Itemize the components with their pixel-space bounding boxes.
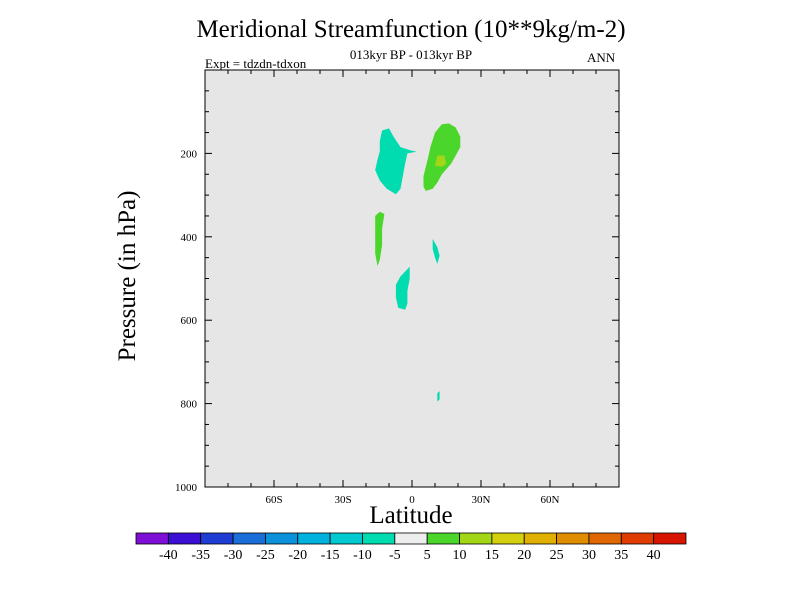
x-tick-label: 30S (334, 494, 351, 506)
y-tick-label: 200 (181, 148, 198, 160)
colorbar-label: 35 (614, 548, 628, 563)
y-tick-label: 400 (181, 232, 198, 244)
x-tick-label: 60N (541, 494, 560, 506)
colorbar-box (232, 532, 266, 545)
colorbar-box (167, 532, 202, 545)
colorbar-box (653, 532, 687, 545)
colorbar-box (297, 532, 331, 545)
colorbar-label: 5 (424, 548, 431, 563)
season-label: ANN (587, 50, 616, 65)
colorbar-box (135, 532, 169, 545)
chart-subtitle: 013kyr BP - 013kyr BP (349, 47, 473, 62)
contour-equatorial-mid-cell (432, 238, 440, 264)
x-tick-label: 30N (472, 494, 491, 506)
colorbar-label: -10 (353, 548, 372, 563)
colorbar-label: 30 (582, 548, 596, 563)
colorbar-label: -25 (256, 548, 275, 563)
colorbar-box (426, 532, 460, 545)
colorbar-label: -15 (321, 548, 340, 563)
y-tick-label: 800 (181, 399, 198, 411)
colorbar-box (523, 532, 557, 545)
colorbar-label: -35 (191, 548, 210, 563)
x-axis-label: Latitude (369, 502, 453, 529)
colorbar: -40 -35 -30 -25 -20 -15 -10 -5 5 10 15 20 25 30 35 40 (135, 532, 687, 563)
colorbar-box (491, 532, 525, 545)
colorbar-box (459, 532, 493, 545)
contour-northern-upper-core (435, 155, 447, 167)
colorbar-box (200, 532, 234, 545)
axis-ticks: 60S 30S 0 30N 60N 200 400 600 800 1000 (175, 70, 619, 506)
colorbar-box (620, 532, 655, 545)
contour-near-surface-cell (437, 391, 440, 402)
colorbar-box (362, 532, 396, 545)
colorbar-box (556, 532, 590, 545)
contour-southern-upper-cell (375, 128, 417, 195)
colorbar-label: -30 (224, 548, 243, 563)
y-tick-label: 1000 (175, 482, 198, 494)
colorbar-box (588, 532, 622, 545)
colorbar-label: 40 (647, 548, 661, 563)
colorbar-box (394, 532, 428, 545)
colorbar-label: 10 (453, 548, 467, 563)
colorbar-label: 20 (517, 548, 531, 563)
colorbar-label: -5 (389, 548, 401, 563)
colorbar-label: -20 (288, 548, 307, 563)
colorbar-label: 25 (550, 548, 564, 563)
plot-background (205, 70, 619, 487)
contour-southern-mid-cell (375, 211, 385, 266)
y-tick-label: 600 (181, 315, 198, 327)
x-tick-label: 0 (409, 494, 415, 506)
contour-lower-cell (395, 266, 410, 310)
x-tick-label: 60S (265, 494, 282, 506)
chart-title: Meridional Streamfunction (10**9kg/m-2) (196, 16, 626, 43)
contour-regions (375, 123, 461, 402)
colorbar-box (329, 532, 363, 545)
colorbar-box (265, 532, 299, 545)
colorbar-label: -40 (159, 548, 178, 563)
colorbar-label: 15 (485, 548, 499, 563)
experiment-label: Expt = tdzdn-tdxon (205, 56, 307, 71)
